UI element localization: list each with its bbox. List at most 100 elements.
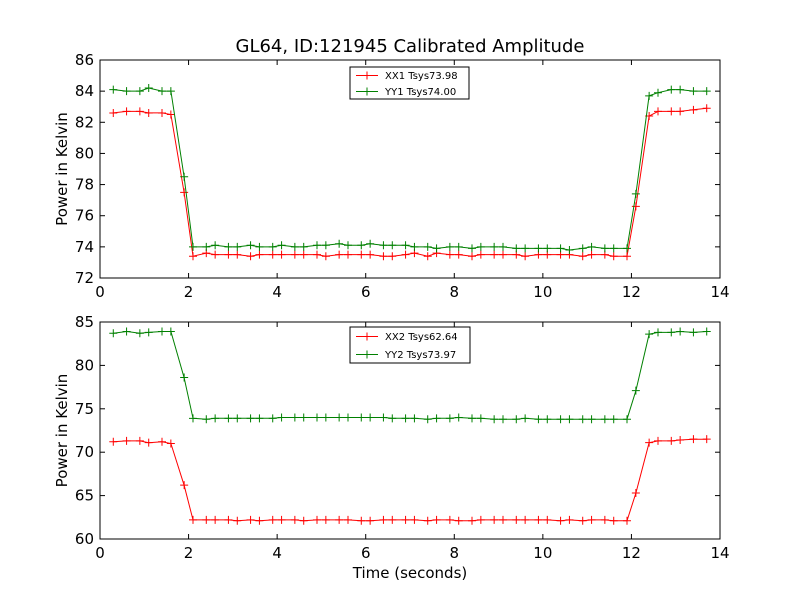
data-point [109,108,118,117]
data-point [158,108,166,117]
data-point [609,252,618,261]
data-point [255,242,264,251]
series-1 [109,327,711,424]
data-point [268,414,277,423]
data-point [468,244,476,253]
data-point [401,241,410,250]
data-point [246,515,255,524]
legend-frame [349,326,471,364]
data-point [268,250,277,259]
data-point [290,413,299,422]
data-point [277,515,286,524]
data-point [224,242,233,251]
data-point [144,108,153,117]
data-point [180,172,189,181]
data-point [423,516,432,525]
data-point [135,87,144,96]
data-point [321,252,330,261]
data-point [233,414,242,423]
data-point [609,415,618,424]
data-point [689,87,698,96]
data-point [379,515,388,524]
data-point [512,515,521,524]
data-point [432,414,441,423]
data-point [476,515,485,524]
data-point [144,84,153,93]
data-point [600,515,609,524]
data-point [189,414,197,423]
data-point [211,515,220,524]
data-point [676,107,685,116]
data-point [321,515,330,524]
data-point [609,244,618,253]
series-1 [109,84,711,254]
data-point [490,415,499,424]
data-point [432,515,441,524]
data-point [587,250,596,259]
legend-frame [349,66,470,100]
data-point [202,515,211,524]
y-tick-label: 86 [75,51,94,69]
data-point [521,414,530,423]
data-point [202,242,211,251]
data-point [290,242,299,251]
data-point [313,515,321,524]
data-point [702,435,711,444]
data-point [246,252,255,261]
data-point [211,250,220,259]
y-tick-label: 74 [75,238,94,256]
data-point [490,515,499,524]
data-point [313,241,321,250]
legend-label: YY2 Tsys73.97 [384,350,456,361]
data-point [468,516,476,525]
data-point [321,413,330,422]
data-point [158,87,166,96]
data-point [189,515,197,524]
data-point [623,415,631,424]
data-point [423,242,432,251]
data-point [357,250,366,259]
data-point [534,244,543,253]
y-tick-label: 80 [75,144,94,162]
data-point [565,515,574,524]
data-point [144,328,153,337]
data-point [277,413,286,422]
data-point [202,415,211,424]
legend-label: XX2 Tsys62.64 [385,332,458,343]
data-point [410,414,419,423]
data-point [344,413,352,422]
data-point [667,107,676,116]
data-point [401,515,410,524]
data-point [166,439,175,448]
data-point [321,241,330,250]
x-axis-label: Time (seconds) [352,564,468,582]
data-point [578,415,587,424]
data-point [645,330,654,339]
data-point [290,250,299,259]
data-point [109,85,118,94]
x-tick-label: 4 [272,283,282,301]
data-point [667,436,676,445]
legend-label: YY1 Tsys74.00 [384,87,456,98]
data-point [255,250,264,259]
data-point [534,415,543,424]
data-point [499,250,507,259]
data-point [268,515,277,524]
x-tick-label: 12 [622,283,641,301]
data-point [556,415,565,424]
data-point [379,252,388,261]
data-point [454,242,463,251]
data-point [578,252,587,261]
data-point [313,413,321,422]
data-point [445,414,454,423]
data-point [233,516,242,525]
x-tick-label: 10 [533,283,552,301]
data-point [565,415,574,424]
data-point [534,515,543,524]
data-point [468,252,476,261]
data-point [233,242,242,251]
x-tick-label: 8 [450,544,460,562]
x-tick-label: 4 [272,544,282,562]
data-point [468,414,476,423]
